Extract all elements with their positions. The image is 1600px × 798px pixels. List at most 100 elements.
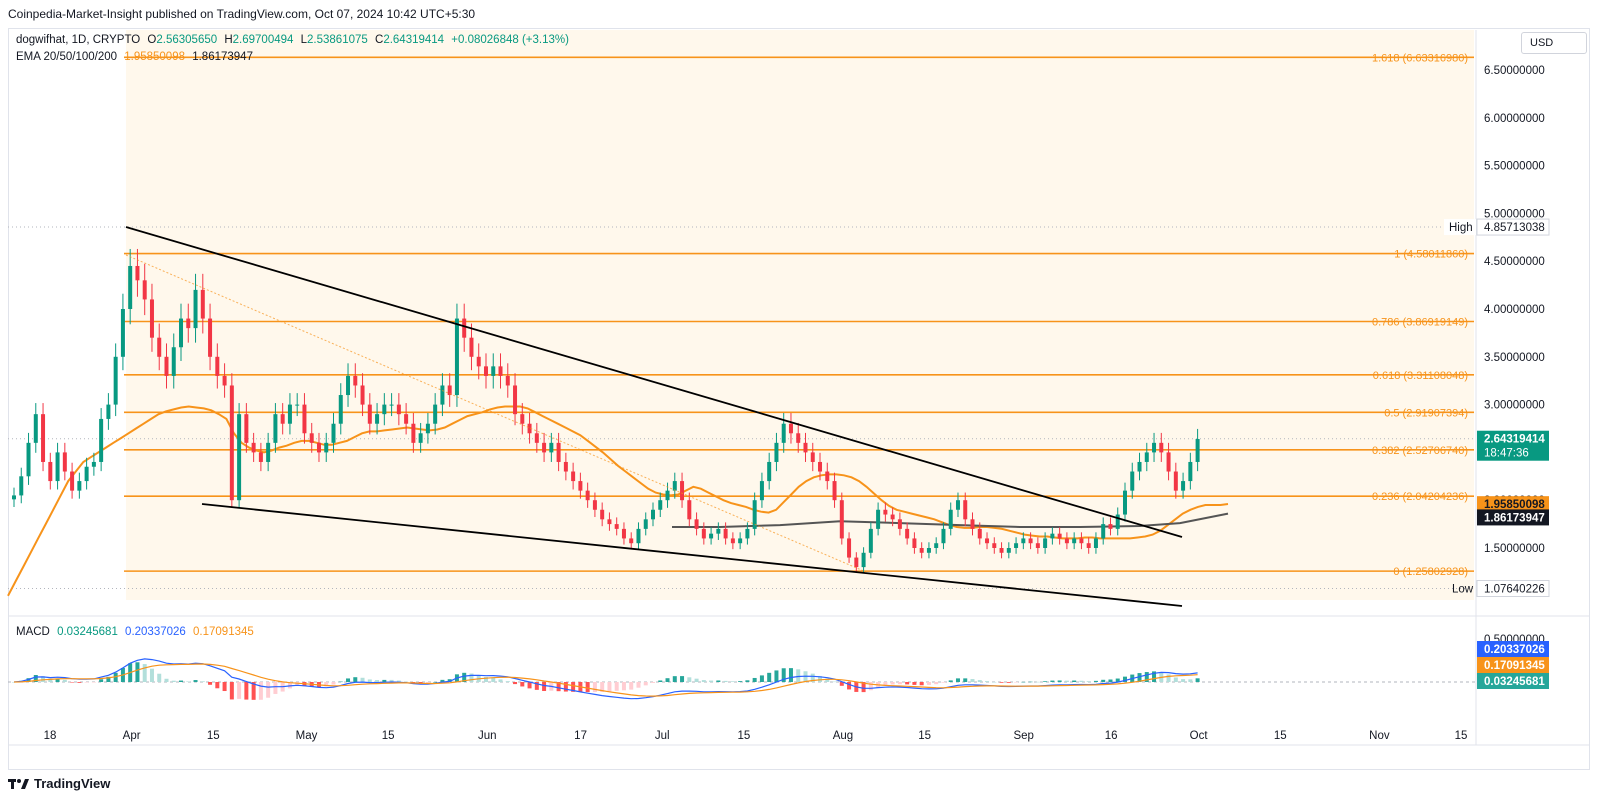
candle-body <box>709 533 714 539</box>
macd-histogram-bar <box>287 682 292 689</box>
candle-body <box>215 356 220 376</box>
time-axis-tick: 16 <box>1105 730 1118 742</box>
macd-histogram-bar <box>491 677 496 682</box>
macd-histogram-bar <box>1122 676 1127 682</box>
candle-body <box>905 528 910 539</box>
lower-trendline[interactable] <box>201 503 1183 607</box>
upper-trendline[interactable] <box>125 226 1183 538</box>
symbol-name[interactable]: dogwifhat, 1D, CRYPTO <box>16 34 141 46</box>
macd-histogram-bar <box>890 682 895 685</box>
macd-histogram-bar <box>106 676 111 682</box>
time-axis-tick: 15 <box>918 730 931 742</box>
currency-button[interactable]: USD <box>1521 32 1587 54</box>
candle-body <box>651 509 656 520</box>
price-axis-tick: 6.00000000 <box>1484 113 1545 125</box>
candle-body <box>375 414 380 424</box>
candle-body <box>847 538 852 558</box>
macd-histogram-bar <box>614 682 619 691</box>
candle-body <box>890 514 895 520</box>
macd-histogram-bar <box>926 682 931 685</box>
macd-histogram-bar <box>389 679 394 682</box>
candle-body <box>883 509 888 515</box>
macd-histogram-bar <box>651 682 656 683</box>
macd-line-value: 0.20337026 <box>125 626 186 638</box>
candle-body <box>505 375 510 386</box>
time-axis-tick: Oct <box>1190 730 1209 742</box>
candle-body <box>549 442 554 453</box>
macd-histogram-bar <box>977 680 982 682</box>
macd-histogram-bar <box>404 681 409 683</box>
candle-body <box>302 404 307 434</box>
macd-histogram-bar <box>215 682 220 689</box>
macd-histogram-bar <box>955 678 960 682</box>
candle-body <box>338 395 343 424</box>
macd-histogram-bar <box>70 682 75 683</box>
candle-body <box>222 375 227 386</box>
macd-histogram-bar <box>1072 680 1077 682</box>
candle-body <box>77 481 82 491</box>
candle-body <box>542 442 547 453</box>
last-price-bg <box>1477 430 1549 461</box>
macd-histogram-bar <box>440 679 445 682</box>
fib-label: 0.786 (3.86919149) <box>1372 317 1468 329</box>
candle-body <box>781 423 786 443</box>
candle-body <box>433 404 438 424</box>
candle-body <box>992 543 997 548</box>
macd-histogram-bar <box>513 682 518 685</box>
fib-label: 0 (1.25802928) <box>1393 566 1468 578</box>
macd-histogram-bar <box>680 676 685 682</box>
candle-body <box>745 528 750 539</box>
ema-orange-line <box>7 405 1229 597</box>
macd-histogram-bar <box>84 682 89 683</box>
candle-body <box>48 461 53 482</box>
macd-label[interactable]: MACD <box>16 626 50 638</box>
macd-histogram-bar <box>709 680 714 682</box>
candle-body <box>70 471 75 491</box>
candle-body <box>556 442 561 462</box>
tradingview-logo[interactable]: TradingView <box>8 776 110 791</box>
symbol-legend: dogwifhat, 1D, CRYPTO O2.56305650 H2.697… <box>16 34 573 46</box>
candle-body <box>672 481 677 491</box>
macd-histogram-bar <box>1195 678 1200 682</box>
candle-body <box>854 557 859 568</box>
macd-histogram-bar <box>1115 678 1120 682</box>
candle-body <box>258 452 263 462</box>
macd-histogram-bar <box>164 678 169 682</box>
candle-body <box>1050 533 1055 539</box>
macd-histogram-bar <box>672 676 677 682</box>
macd-line <box>13 658 1198 700</box>
candle-body <box>614 524 619 529</box>
candle-body <box>186 318 191 329</box>
time-axis-tick: Jun <box>478 730 497 742</box>
candle-body <box>563 461 568 472</box>
high-tag-bg <box>1444 219 1476 236</box>
candle-body <box>208 318 213 357</box>
ema-orange-tag-bg <box>1477 496 1549 513</box>
macd-histogram-bar <box>382 679 387 682</box>
last-price-label: 2.64319414 <box>1484 434 1545 446</box>
candle-body <box>1188 461 1193 482</box>
fib-label: 1 (4.58011860) <box>1394 249 1468 261</box>
candle-body <box>244 414 249 443</box>
candle-body <box>1014 543 1019 548</box>
candle-body <box>251 442 256 453</box>
macd-histogram-bar <box>469 673 474 682</box>
candle-body <box>941 528 946 544</box>
macd-signal-value: 0.17091345 <box>193 626 254 638</box>
macd-histogram-bar <box>658 680 663 682</box>
macd-histogram-bar <box>571 682 576 692</box>
fib-label: 0.618 (3.31108048) <box>1373 370 1468 382</box>
candle-body <box>411 423 416 443</box>
candle-body <box>643 519 648 529</box>
macd-histogram-bar <box>556 682 561 692</box>
candle-body <box>382 404 387 415</box>
candle-body <box>621 528 626 539</box>
ema-label[interactable]: EMA 20/50/100/200 <box>16 51 118 63</box>
price-axis-tick: 6.50000000 <box>1484 65 1545 77</box>
candle-body <box>977 528 982 539</box>
macd-histogram-bar <box>600 682 605 692</box>
candle-body <box>447 385 452 396</box>
candle-body <box>970 519 975 529</box>
candle-body <box>803 442 808 453</box>
